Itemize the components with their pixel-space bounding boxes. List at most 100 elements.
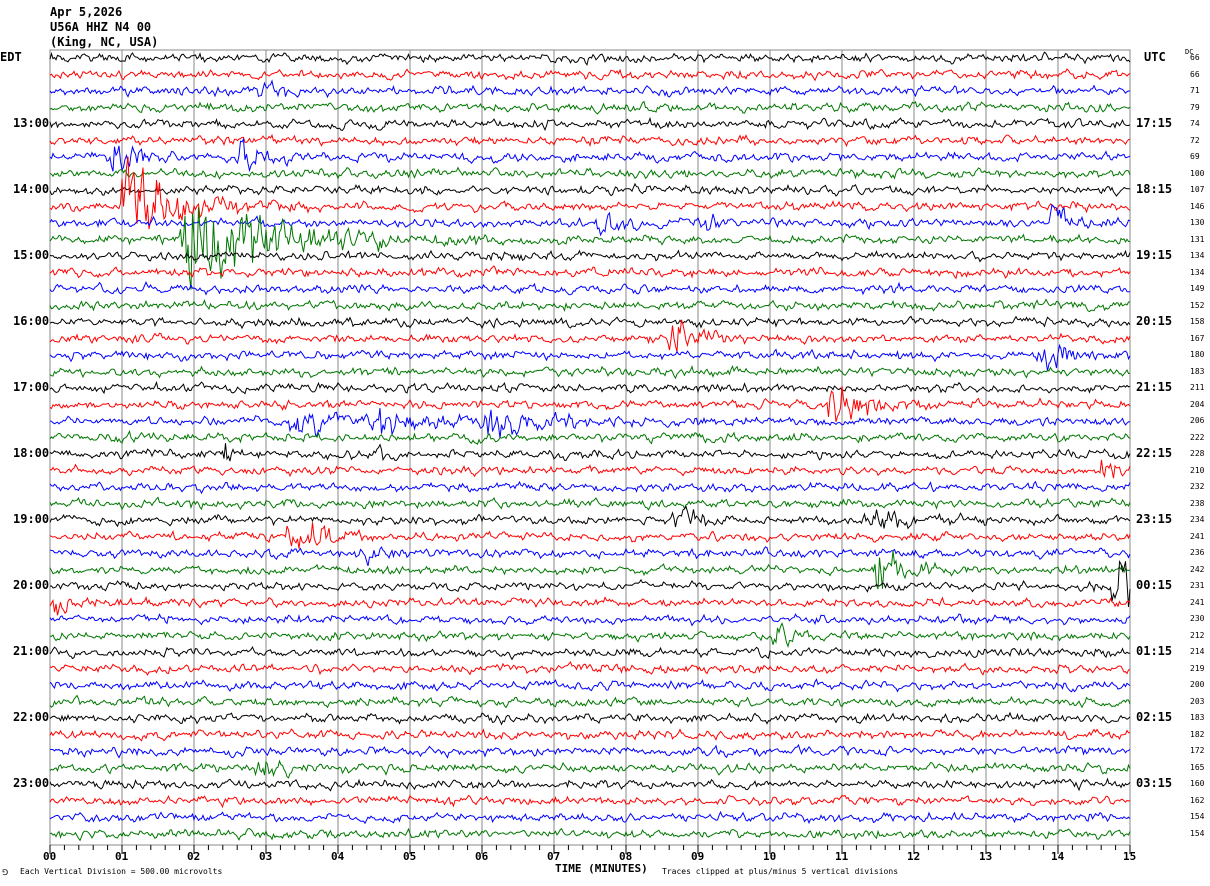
x-tick-label: 00 [43, 850, 57, 863]
x-tick-label: 12 [907, 850, 921, 863]
dc-value: 66 [1190, 69, 1200, 79]
trace-0 [49, 51, 1131, 66]
dc-value: 152 [1190, 300, 1205, 310]
trace-4 [49, 116, 1131, 132]
left-time-label: 20:00 [13, 578, 50, 593]
scale-note: Each Vertical Division = 500.00 microvol… [20, 867, 223, 876]
trace-10 [49, 203, 1131, 237]
dc-value: 183 [1190, 366, 1205, 376]
dc-value: 79 [1190, 102, 1200, 112]
dc-value: 200 [1190, 680, 1205, 690]
trace-35 [49, 621, 1131, 649]
left-time-label: 23:00 [13, 776, 50, 791]
dc-value: 154 [1190, 828, 1205, 838]
left-time-label: 14:00 [13, 182, 50, 197]
date-label: Apr 5,2026 [50, 5, 123, 19]
trace-17 [49, 319, 1131, 352]
left-time-label: 19:00 [13, 512, 50, 527]
dc-value: 167 [1190, 333, 1205, 343]
plot-frame [49, 49, 1131, 846]
dc-value: 212 [1190, 630, 1205, 640]
dc-value: 206 [1190, 416, 1205, 426]
x-tick-label: 07 [547, 850, 561, 863]
dc-value: 238 [1190, 498, 1205, 508]
dc-value: 222 [1190, 432, 1205, 442]
trace-8 [49, 182, 1131, 197]
right-time-label: 01:15 [1136, 644, 1173, 659]
right-time-label: 02:15 [1136, 710, 1173, 725]
trace-37 [49, 661, 1131, 676]
dc-value: 131 [1190, 234, 1205, 244]
dc-label: DC [1185, 48, 1194, 56]
x-tick-label: 10 [763, 850, 777, 863]
left-time-label: 22:00 [13, 710, 50, 725]
trace-36 [49, 646, 1131, 661]
dc-value: 74 [1190, 119, 1200, 129]
trace-23 [49, 429, 1131, 446]
dc-value: 211 [1190, 383, 1205, 393]
trace-38 [49, 678, 1131, 693]
dc-value: 241 [1190, 531, 1205, 541]
trace-33 [49, 596, 1131, 616]
trace-2 [49, 79, 1130, 99]
right-time-label: 19:15 [1136, 248, 1173, 263]
right-time-label: 00:15 [1136, 578, 1173, 593]
trace-21 [49, 385, 1131, 423]
trace-29 [49, 522, 1131, 549]
trace-32 [49, 559, 1131, 608]
dc-value: 134 [1190, 267, 1205, 277]
dc-value: 100 [1190, 168, 1205, 178]
right-time-label: 20:15 [1136, 314, 1173, 329]
dc-value: 182 [1190, 729, 1205, 739]
dc-value: 204 [1190, 399, 1205, 409]
trace-43 [49, 759, 1131, 779]
x-tick-label: 08 [619, 850, 633, 863]
dc-value: 107 [1190, 185, 1205, 195]
trace-7 [49, 166, 1131, 180]
dc-value: 219 [1190, 663, 1205, 673]
trace-20 [49, 380, 1131, 395]
dc-value: 232 [1190, 482, 1205, 492]
trace-47 [49, 827, 1131, 842]
dc-value: 71 [1190, 86, 1200, 96]
left-time-label: 16:00 [13, 314, 50, 329]
x-axis-label: TIME (MINUTES) [555, 862, 648, 875]
left-timezone: EDT [0, 50, 22, 64]
dc-value: 149 [1190, 284, 1205, 294]
dc-value: 236 [1190, 548, 1205, 558]
dc-value: 165 [1190, 762, 1205, 772]
trace-44 [49, 777, 1131, 792]
trace-34 [49, 613, 1131, 627]
dc-value: 210 [1190, 465, 1205, 475]
right-time-label: 03:15 [1136, 776, 1173, 791]
trace-16 [49, 315, 1131, 330]
dc-value: 130 [1190, 218, 1205, 228]
left-time-label: 18:00 [13, 446, 50, 461]
trace-39 [49, 694, 1131, 709]
trace-3 [49, 100, 1131, 115]
dc-value: 241 [1190, 597, 1205, 607]
dc-value: 69 [1190, 152, 1200, 162]
trace-1 [49, 68, 1131, 82]
dc-value: 154 [1190, 812, 1205, 822]
trace-27 [49, 496, 1131, 511]
dc-value: 203 [1190, 696, 1205, 706]
right-time-label: 17:15 [1136, 116, 1173, 131]
dc-value: 180 [1190, 350, 1205, 360]
dc-value: 242 [1190, 564, 1205, 574]
right-time-label: 18:15 [1136, 182, 1173, 197]
trace-45 [49, 794, 1131, 809]
x-tick-label: 01 [115, 850, 129, 863]
x-tick-label: 14 [1051, 850, 1065, 863]
trace-24 [49, 443, 1131, 462]
x-tick-label: 05 [403, 850, 417, 863]
dc-value: 234 [1190, 515, 1205, 525]
dc-value: 162 [1190, 795, 1205, 805]
trace-26 [49, 480, 1131, 495]
trace-25 [49, 459, 1131, 479]
trace-42 [49, 743, 1131, 759]
right-time-label: 21:15 [1136, 380, 1173, 395]
dc-value: 134 [1190, 251, 1205, 261]
trace-19 [49, 364, 1131, 380]
